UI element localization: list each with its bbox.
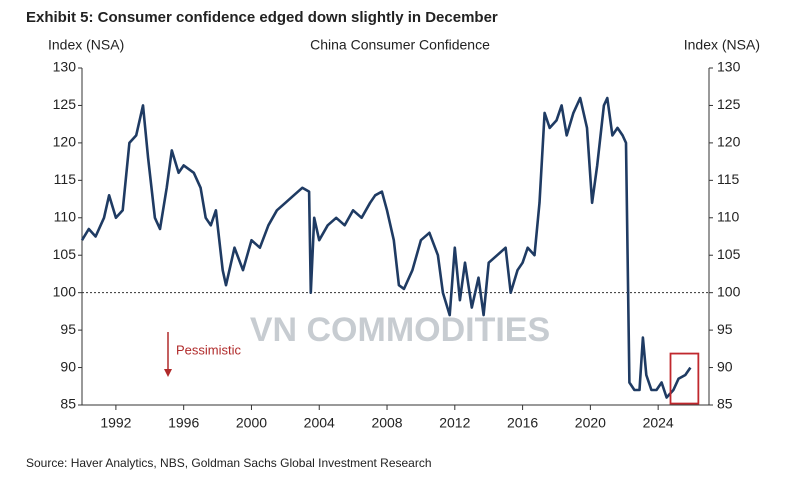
y-label: Index (NSA) (48, 37, 124, 53)
watermark: VN COMMODITIES (250, 311, 550, 349)
x-tick-label: 2004 (304, 415, 335, 431)
y2-tick-label: 120 (717, 134, 741, 150)
y-tick-label: 85 (60, 396, 76, 412)
y2-tick-label: 90 (717, 358, 733, 374)
y-tick-label: 115 (54, 171, 77, 187)
y2-tick-label: 130 (717, 59, 741, 75)
y-tick-label: 95 (60, 321, 76, 337)
x-tick-label: 2012 (439, 415, 470, 431)
y2-tick-label: 100 (717, 283, 741, 299)
chart-title: China Consumer Confidence (310, 37, 490, 53)
y-tick-label: 105 (53, 246, 77, 262)
y2-tick-label: 110 (717, 208, 740, 224)
x-tick-label: 2020 (575, 415, 606, 431)
y2-tick-label: 105 (717, 246, 741, 262)
annotation-arrowhead (164, 369, 172, 377)
y-tick-label: 130 (53, 59, 77, 75)
y2-tick-label: 85 (717, 396, 733, 412)
x-tick-label: 1996 (168, 415, 199, 431)
y2-tick-label: 95 (717, 321, 733, 337)
series-line (80, 96, 692, 399)
y2-tick-label: 115 (717, 171, 740, 187)
highlight-box (669, 352, 700, 405)
x-tick-label: 2024 (643, 415, 674, 431)
x-tick-label: 2016 (507, 415, 538, 431)
annotation: Pessimistic (176, 342, 242, 357)
exhibit-title: Exhibit 5: Consumer confidence edged dow… (26, 9, 498, 26)
x-tick-label: 2000 (236, 415, 267, 431)
source: Source: Haver Analytics, NBS, Goldman Sa… (26, 456, 432, 470)
x-tick-label: 2008 (371, 415, 402, 431)
y-tick-label: 110 (54, 208, 77, 224)
y2-tick-label: 125 (717, 96, 741, 112)
x-tick-label: 1992 (100, 415, 131, 431)
y-tick-label: 125 (53, 96, 77, 112)
y-tick-label: 120 (53, 134, 77, 150)
y2-label: Index (NSA) (684, 37, 760, 53)
y-tick-label: 100 (53, 283, 77, 299)
y-tick-label: 90 (60, 358, 76, 374)
